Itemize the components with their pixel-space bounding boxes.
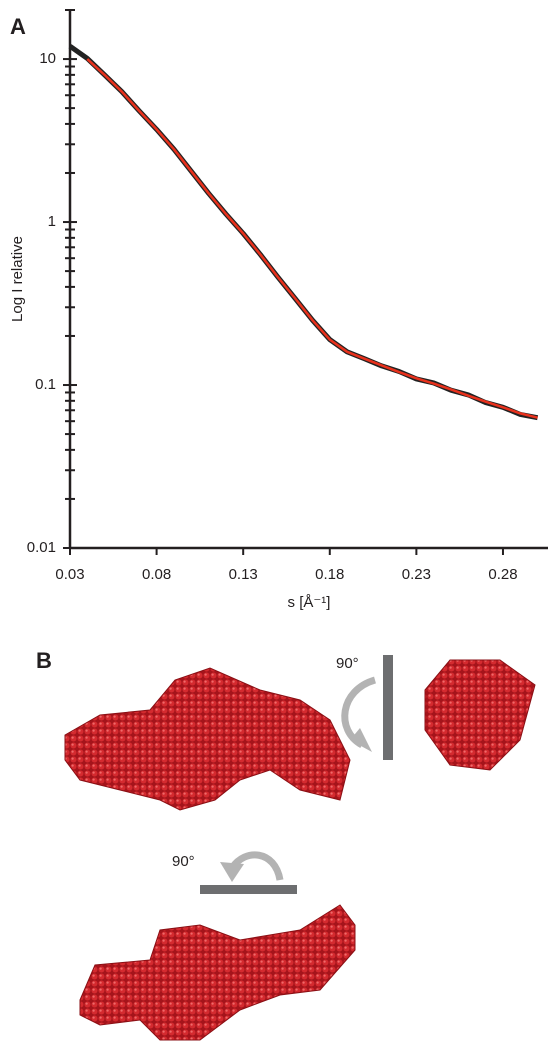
rotation-axis: [383, 655, 393, 760]
y-tick-label: 0.01: [27, 539, 56, 556]
series-line: [70, 46, 538, 418]
plot: 0.01 0.1 1 10 0.03 0.08 0.13 0.18 0.23 0.28 s [Å⁻¹…: [9, 10, 548, 611]
rotation-label: 90°: [336, 655, 359, 672]
arrow-head: [220, 862, 244, 882]
x-tick-label: 0.13: [229, 566, 258, 583]
series-line: [87, 59, 537, 418]
x-tick-label: 0.23: [402, 566, 431, 583]
y-tick-label: 10: [39, 50, 56, 67]
x-tick-label: 0.03: [55, 566, 84, 583]
figure: A B 0.01 0.1 1 10 0.03 0.08 0.13 0.18 0.23 0.28 s …: [0, 0, 548, 1050]
x-tick-label: 0.28: [488, 566, 517, 583]
bead-model: [65, 668, 350, 810]
y-axis-label: Log I relative: [9, 236, 26, 322]
x-tick-label: 0.18: [315, 566, 344, 583]
bead-model: [425, 660, 535, 770]
rotation-label: 90°: [172, 853, 195, 870]
rotation-axis: [200, 885, 297, 894]
y-tick-label: 1: [48, 213, 56, 230]
panel-label: A: [10, 14, 26, 39]
x-axis-label: s [Å⁻¹]: [288, 594, 331, 611]
arrow-head: [350, 728, 372, 752]
panel-label: B: [36, 648, 52, 673]
x-tick-label: 0.08: [142, 566, 171, 583]
bead-model: [80, 905, 355, 1040]
y-tick-label: 0.1: [35, 376, 56, 393]
